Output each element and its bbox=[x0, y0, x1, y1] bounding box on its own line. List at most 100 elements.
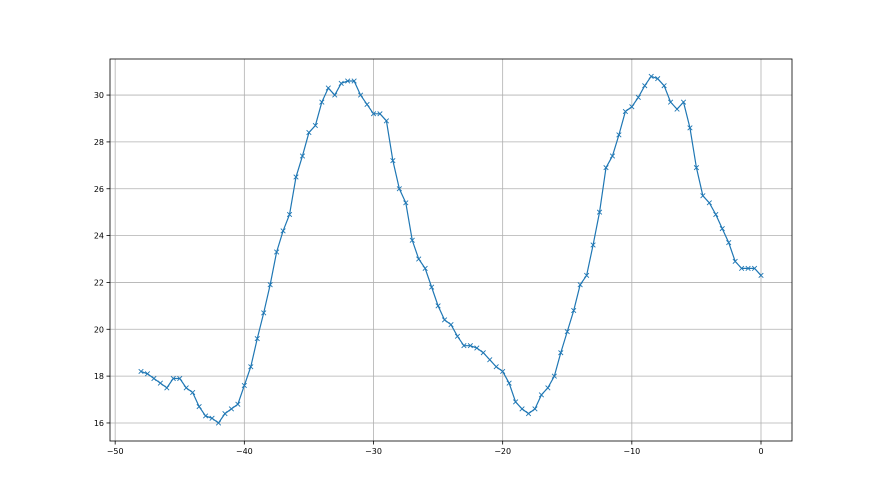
data-point-marker bbox=[416, 256, 422, 262]
data-point-marker bbox=[558, 350, 564, 356]
x-tick-label: −10 bbox=[623, 447, 640, 456]
data-point-marker bbox=[616, 132, 622, 138]
data-point-marker bbox=[383, 118, 390, 124]
data-point-marker bbox=[441, 317, 448, 323]
data-point-marker bbox=[312, 122, 318, 129]
data-point-marker bbox=[157, 380, 163, 386]
y-tick-label: 26 bbox=[94, 185, 104, 194]
data-point-marker bbox=[655, 76, 661, 82]
data-point-marker bbox=[519, 406, 525, 412]
x-axis: −50 −40 −30 −20 −10 0 bbox=[107, 441, 764, 456]
data-point-marker bbox=[254, 336, 260, 342]
y-tick-label: 28 bbox=[94, 138, 104, 147]
data-point-marker bbox=[629, 104, 635, 110]
data-point-marker bbox=[551, 373, 557, 379]
data-point-marker bbox=[202, 413, 209, 419]
data-point-marker bbox=[280, 228, 286, 234]
data-point-marker bbox=[345, 78, 351, 84]
data-point-marker bbox=[454, 333, 461, 339]
data-point-marker bbox=[364, 101, 370, 108]
data-point-marker bbox=[164, 385, 170, 391]
data-point-marker bbox=[144, 371, 151, 377]
data-point-marker bbox=[377, 111, 383, 117]
data-point-marker bbox=[719, 225, 725, 232]
data-point-marker bbox=[293, 174, 299, 180]
series-path bbox=[140, 75, 762, 424]
data-point-marker bbox=[286, 211, 293, 218]
data-point-marker bbox=[261, 310, 267, 316]
data-point-marker bbox=[474, 345, 480, 351]
y-tick-label: 20 bbox=[94, 325, 104, 334]
data-point-marker bbox=[325, 85, 331, 91]
data-point-marker bbox=[196, 403, 202, 410]
data-point-marker bbox=[545, 385, 551, 391]
plot-frame bbox=[109, 58, 793, 442]
data-point-marker bbox=[751, 265, 758, 272]
data-point-marker bbox=[228, 406, 235, 412]
y-tick-label: 22 bbox=[94, 278, 104, 287]
data-point-marker bbox=[138, 368, 144, 375]
data-point-marker bbox=[222, 410, 228, 417]
data-point-marker bbox=[732, 258, 738, 264]
data-point-marker bbox=[674, 106, 680, 112]
data-point-marker bbox=[525, 410, 532, 417]
data-point-marker bbox=[590, 242, 596, 248]
data-point-marker bbox=[209, 415, 215, 421]
data-point-marker bbox=[357, 92, 364, 98]
data-point-marker bbox=[480, 350, 486, 356]
data-point-marker bbox=[596, 209, 603, 215]
data-point-marker bbox=[435, 303, 441, 309]
data-point-marker bbox=[390, 158, 396, 164]
data-point-marker bbox=[648, 73, 654, 79]
data-point-marker bbox=[758, 272, 764, 279]
data-point-marker bbox=[422, 265, 428, 272]
data-point-marker bbox=[726, 240, 732, 246]
data-point-marker bbox=[577, 282, 583, 288]
data-point-marker bbox=[351, 78, 357, 84]
data-point-marker bbox=[661, 83, 667, 89]
data-point-marker bbox=[584, 272, 590, 279]
data-point-marker bbox=[151, 375, 157, 382]
data-point-marker bbox=[448, 321, 454, 328]
data-point-marker bbox=[170, 375, 176, 382]
data-point-marker bbox=[693, 165, 700, 171]
data-point-marker bbox=[248, 364, 254, 370]
data-point-marker bbox=[403, 200, 409, 206]
x-tick-label: −40 bbox=[236, 447, 253, 456]
y-axis: 16 18 20 22 24 26 28 30 bbox=[94, 91, 110, 428]
data-point-marker bbox=[241, 382, 247, 389]
y-tick-label: 18 bbox=[94, 372, 104, 381]
data-point-marker bbox=[609, 153, 616, 159]
data-point-marker bbox=[706, 200, 712, 206]
x-tick-label: −20 bbox=[494, 447, 511, 456]
data-point-marker bbox=[396, 186, 402, 192]
data-point-marker bbox=[512, 399, 519, 405]
data-point-marker bbox=[429, 284, 435, 290]
data-point-marker bbox=[713, 211, 719, 218]
x-tick-label: −30 bbox=[365, 447, 382, 456]
data-point-marker bbox=[571, 307, 577, 314]
data-point-marker bbox=[532, 406, 538, 412]
data-point-marker bbox=[467, 343, 473, 349]
data-point-marker bbox=[319, 99, 325, 105]
y-tick-label: 30 bbox=[94, 91, 104, 100]
data-point-marker bbox=[487, 357, 493, 363]
x-tick-label: −50 bbox=[107, 447, 124, 456]
data-point-marker bbox=[680, 99, 687, 105]
data-point-marker bbox=[538, 392, 545, 398]
data-point-marker bbox=[338, 80, 344, 86]
data-point-marker bbox=[332, 92, 338, 98]
data-point-marker bbox=[177, 375, 183, 382]
data-point-marker bbox=[267, 282, 273, 288]
data-point-marker bbox=[564, 329, 570, 335]
data-point-marker bbox=[500, 368, 506, 375]
data-point-marker bbox=[739, 265, 745, 272]
series-line bbox=[138, 73, 764, 426]
data-point-marker bbox=[745, 265, 751, 272]
data-point-marker bbox=[667, 99, 674, 105]
data-point-marker bbox=[409, 237, 415, 243]
data-point-marker bbox=[687, 125, 693, 131]
data-point-marker bbox=[306, 129, 312, 136]
y-tick-label: 16 bbox=[94, 419, 104, 428]
